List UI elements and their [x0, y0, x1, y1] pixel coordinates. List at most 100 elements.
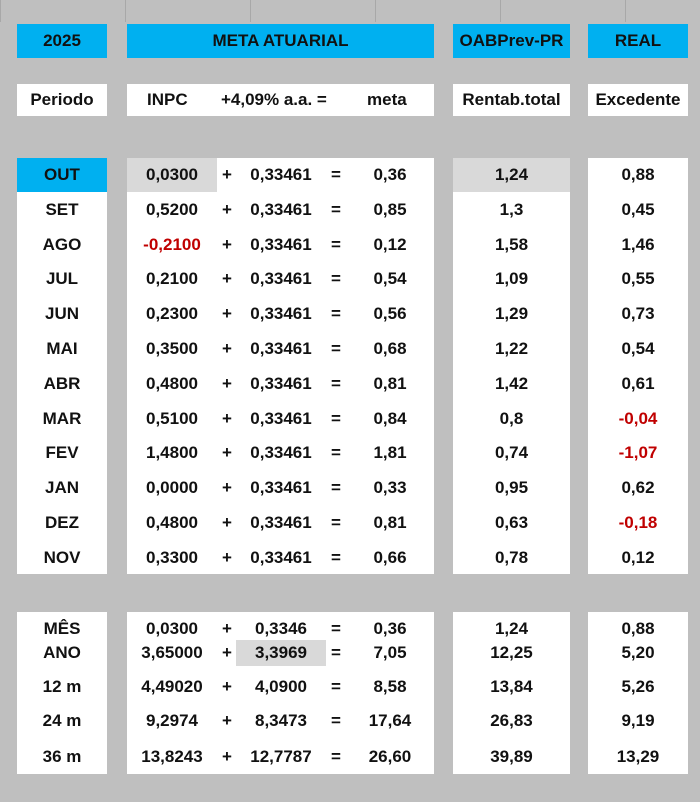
rate-value: 0,33461 — [250, 339, 312, 358]
real-value: 0,88 — [621, 619, 655, 638]
plus-sign: + — [222, 304, 232, 324]
rentab-value: 1,24 — [494, 165, 529, 184]
period-label: AGO — [42, 234, 82, 254]
rate-value: 0,33461 — [250, 443, 312, 463]
oabprev-header: OABPrev-PR — [453, 24, 570, 58]
month-row: MAR 0,5100 +0,33461 = 0,84 0,8 -0,04 — [0, 402, 700, 436]
meta-label: meta — [367, 90, 407, 109]
inpc-value: -0,2100 — [143, 234, 201, 254]
equals-sign: = — [331, 373, 341, 393]
period-label: ANO — [43, 643, 81, 662]
period-column-bg — [17, 158, 107, 574]
meta-value: 0,85 — [373, 199, 407, 219]
rentab-value: 13,84 — [490, 677, 533, 696]
month-row: JUN 0,2300 +0,33461 = 0,56 1,29 0,73 — [0, 297, 700, 331]
inpc-value: 0,5100 — [146, 408, 198, 428]
inpc-value: 0,4800 — [146, 373, 198, 393]
rate-value: 0,3346 — [255, 619, 307, 638]
period-label: ABR — [43, 373, 81, 393]
summary-row: MÊS 0,0300 +0,3346 = 0,36 1,24 0,88 — [0, 612, 700, 646]
summary-row: 24 m 9,2974 +8,3473 = 17,64 26,83 9,19 — [0, 704, 700, 738]
equals-sign: = — [331, 165, 341, 184]
rate-value: 8,3473 — [255, 711, 307, 730]
plus-sign: + — [222, 747, 232, 766]
rentab-value: 12,25 — [490, 643, 533, 662]
period-label: 36 m — [42, 747, 82, 766]
real-header: REAL — [588, 24, 688, 58]
rentab-value: 0,74 — [494, 443, 529, 463]
equals-sign: = — [331, 408, 341, 428]
meta-value: 17,64 — [368, 711, 412, 730]
equals-sign: = — [331, 478, 341, 498]
period-label: MAR — [42, 408, 82, 428]
rentab-value: 1,58 — [494, 234, 529, 254]
period-label: 24 m — [42, 711, 82, 730]
summary-row: ANO 3,65000 +3,3969 = 7,05 12,25 5,20 — [0, 636, 700, 670]
inpc-value: 0,3300 — [146, 547, 198, 567]
inpc-value: 0,3500 — [146, 339, 198, 358]
meta-value: 0,84 — [373, 408, 407, 428]
real-value: 5,26 — [621, 677, 655, 696]
ano-rate-highlight — [236, 640, 326, 666]
month-row: JUL 0,2100 +0,33461 = 0,54 1,09 0,55 — [0, 262, 700, 296]
real-value: 0,73 — [621, 304, 655, 324]
meta-value: 0,54 — [373, 269, 407, 289]
month-row: AGO -0,2100 +0,33461 = 0,12 1,58 1,46 — [0, 228, 700, 262]
plus-sign: + — [222, 677, 232, 696]
summary-rentab-column-bg — [453, 612, 570, 774]
real-value: 0,54 — [621, 339, 655, 358]
real-value: 0,62 — [621, 478, 655, 498]
rate-value: 3,3969 — [255, 643, 307, 662]
month-row: ABR 0,4800 +0,33461 = 0,81 1,42 0,61 — [0, 367, 700, 401]
rate-value: 0,33461 — [250, 199, 312, 219]
meta-value: 0,66 — [373, 547, 407, 567]
rentab-value: 26,83 — [490, 711, 533, 730]
rate-value: 0,33461 — [250, 547, 312, 567]
plus-sign: + — [222, 199, 232, 219]
inpc-value: 0,5200 — [146, 199, 198, 219]
equals-sign: = — [331, 547, 341, 567]
equals-sign: = — [331, 199, 341, 219]
meta-value: 0,12 — [373, 234, 407, 254]
period-label: OUT — [44, 165, 80, 184]
plus-sign: + — [222, 408, 232, 428]
period-label: JAN — [44, 478, 79, 498]
inpc-label: INPC — [147, 90, 188, 109]
plus-sign: + — [222, 234, 232, 254]
summary-row: 36 m 13,8243 +12,7787 = 26,60 39,89 13,29 — [0, 740, 700, 774]
inpc-highlight — [127, 158, 217, 192]
plus-sign: + — [222, 269, 232, 289]
real-value: -0,18 — [618, 513, 658, 532]
rentab-value: 0,8 — [499, 408, 524, 428]
periodo-subheader: Periodo — [17, 84, 107, 116]
current-month-highlight — [17, 158, 107, 192]
meta-value: 26,60 — [368, 747, 412, 766]
equals-sign: = — [331, 234, 341, 254]
period-label: JUL — [45, 269, 79, 289]
month-row: FEV 1,4800 +0,33461 = 1,81 0,74 -1,07 — [0, 436, 700, 470]
equals-sign: = — [331, 747, 341, 766]
rate-value: 0,33461 — [250, 478, 312, 498]
rentab-value: 39,89 — [490, 747, 533, 766]
inpc-value: 1,4800 — [146, 443, 198, 463]
meta-value: 0,36 — [373, 619, 407, 638]
rate-label: +4,09% a.a. = — [221, 90, 327, 109]
summary-meta-column-bg — [127, 612, 434, 774]
equals-sign: = — [331, 269, 341, 289]
meta-value: 0,68 — [373, 339, 407, 358]
plus-sign: + — [222, 619, 232, 638]
equals-sign: = — [331, 339, 341, 358]
equals-sign: = — [331, 304, 341, 324]
plus-sign: + — [222, 643, 232, 662]
rate-value: 0,33461 — [250, 408, 312, 428]
real-value: 9,19 — [621, 711, 655, 730]
plus-sign: + — [222, 711, 232, 730]
meta-value: 0,33 — [373, 478, 407, 498]
inpc-value: 0,0000 — [146, 478, 198, 498]
rate-value: 0,33461 — [250, 234, 312, 254]
month-row: SET 0,5200 +0,33461 = 0,85 1,3 0,45 — [0, 193, 700, 227]
meta-value: 0,36 — [373, 165, 407, 184]
meta-column-bg — [127, 158, 434, 574]
period-label: 12 m — [42, 677, 82, 696]
real-column-bg — [588, 158, 688, 574]
